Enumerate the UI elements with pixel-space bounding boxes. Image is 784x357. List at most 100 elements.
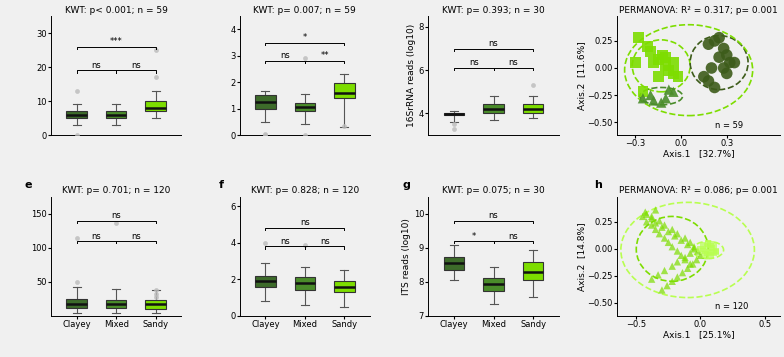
- Point: [679, 257, 691, 262]
- Point: [655, 287, 668, 293]
- Text: ns: ns: [300, 218, 310, 227]
- Point: [653, 231, 666, 237]
- Point: [713, 54, 725, 60]
- Point: [728, 60, 741, 65]
- Point: [720, 71, 733, 76]
- Point: [666, 227, 678, 232]
- Y-axis label: Axis.2  [11.6%]: Axis.2 [11.6%]: [577, 41, 586, 110]
- Text: PERMANOVA: R² = 0.086; p= 0.001: PERMANOVA: R² = 0.086; p= 0.001: [619, 186, 778, 195]
- Text: *: *: [303, 33, 307, 42]
- Bar: [334, 84, 354, 98]
- Text: ns: ns: [131, 232, 141, 241]
- Point: [659, 95, 672, 101]
- Text: f: f: [219, 180, 223, 190]
- Point: [649, 207, 662, 213]
- Text: e: e: [25, 180, 32, 190]
- Point: [259, 240, 271, 246]
- Point: [150, 294, 162, 300]
- Text: d: d: [594, 0, 602, 2]
- Bar: [255, 276, 276, 287]
- Bar: [67, 299, 87, 308]
- Point: [667, 60, 680, 65]
- Text: ns: ns: [509, 59, 518, 67]
- Point: [259, 131, 271, 137]
- Text: SPECIES RICHNESS: SPECIES RICHNESS: [61, 0, 172, 1]
- Point: [448, 126, 460, 131]
- Bar: [255, 95, 276, 109]
- Point: [707, 244, 720, 250]
- Point: [655, 225, 668, 230]
- Text: KWT: p< 0.001; n = 59: KWT: p< 0.001; n = 59: [65, 6, 168, 15]
- Point: [677, 270, 689, 276]
- Text: n = 59: n = 59: [715, 121, 743, 130]
- Point: [644, 49, 657, 55]
- Point: [698, 74, 710, 80]
- Point: [662, 240, 675, 245]
- Point: [150, 74, 162, 80]
- Point: [150, 47, 162, 53]
- Point: [671, 274, 684, 280]
- Point: [656, 52, 669, 58]
- Point: [649, 220, 662, 226]
- Text: ns: ns: [469, 59, 479, 67]
- Point: [110, 221, 122, 226]
- Text: KWT: p= 0.007; n = 59: KWT: p= 0.007; n = 59: [253, 6, 356, 15]
- Text: **: **: [321, 51, 329, 60]
- Text: ns: ns: [320, 237, 329, 246]
- Point: [671, 231, 684, 237]
- Point: [150, 287, 162, 293]
- Point: [645, 276, 658, 282]
- Point: [672, 74, 684, 80]
- Point: [645, 213, 658, 219]
- Text: ABUNDANCE: ABUNDANCE: [457, 0, 530, 1]
- Point: [662, 67, 675, 73]
- Point: [661, 283, 673, 288]
- Text: ns: ns: [92, 232, 101, 241]
- Point: [713, 35, 725, 41]
- Text: ns: ns: [280, 51, 290, 60]
- Point: [706, 245, 718, 251]
- Text: b: b: [219, 0, 227, 2]
- Point: [724, 60, 736, 65]
- Point: [641, 219, 653, 225]
- Text: n = 120: n = 120: [715, 302, 748, 311]
- Point: [675, 252, 688, 258]
- Point: [667, 89, 680, 95]
- Bar: [106, 111, 126, 118]
- Point: [653, 218, 666, 223]
- Point: [684, 261, 696, 267]
- Bar: [146, 101, 166, 111]
- Point: [299, 132, 311, 138]
- Text: ***: ***: [110, 37, 122, 46]
- Point: [702, 41, 715, 47]
- Point: [705, 242, 717, 247]
- Point: [697, 243, 710, 248]
- Point: [641, 211, 653, 217]
- Text: ns: ns: [92, 61, 101, 70]
- Point: [648, 97, 660, 103]
- Point: [649, 227, 662, 232]
- Y-axis label: 16SrRNA reads (log10): 16SrRNA reads (log10): [407, 24, 416, 127]
- Point: [702, 78, 715, 84]
- Text: ns: ns: [111, 211, 121, 220]
- Y-axis label: Axis.2  [14.8%]: Axis.2 [14.8%]: [577, 222, 586, 291]
- Point: [688, 244, 700, 250]
- Point: [666, 244, 678, 250]
- X-axis label: Axis.1   [25.1%]: Axis.1 [25.1%]: [662, 331, 735, 340]
- Point: [637, 213, 649, 219]
- Text: ns: ns: [131, 61, 141, 70]
- Point: [688, 246, 700, 252]
- Text: PERMANOVA: R² = 0.317; p= 0.001: PERMANOVA: R² = 0.317; p= 0.001: [619, 6, 778, 15]
- Point: [659, 63, 672, 69]
- Point: [697, 248, 710, 254]
- Point: [684, 240, 696, 245]
- Point: [655, 100, 667, 105]
- Point: [639, 209, 652, 215]
- Point: [681, 266, 694, 271]
- Point: [71, 235, 83, 241]
- Point: [659, 268, 671, 273]
- Point: [710, 248, 722, 254]
- Point: [659, 54, 672, 60]
- Point: [694, 246, 706, 252]
- Point: [652, 56, 664, 62]
